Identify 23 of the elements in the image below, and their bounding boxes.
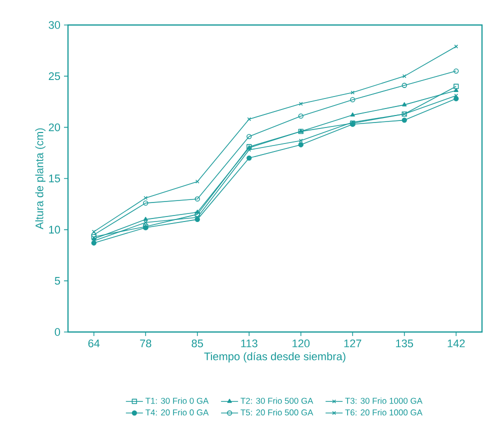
x-tick-label: 142 [448, 340, 465, 348]
y-tick-label: 10 [49, 226, 60, 234]
legend-label: T5: 20 Frio 500 GA [240, 409, 314, 416]
x-tick-label: 135 [396, 340, 414, 348]
x-tick-label: 85 [192, 340, 203, 348]
legend-label: T1: 30 Frio 0 GA [145, 398, 209, 404]
y-axis-title: Altura de planta (cm) [35, 128, 46, 230]
legend-label: T6: 20 Frio 1000 GA [345, 409, 422, 416]
legend-label: T4: 20 Frio 0 GA [145, 409, 209, 416]
x-tick-label: 120 [292, 340, 310, 348]
x-tick-label: 78 [140, 340, 152, 348]
y-tick-label: 30 [48, 21, 60, 29]
x-tick-label: 64 [88, 340, 100, 348]
legend-label: T3: 30 Frio 1000 GA [345, 398, 422, 404]
x-axis-title: Tiempo (días desde siembra) [204, 352, 346, 362]
y-tick-label: 20 [48, 123, 60, 132]
y-tick-label: 0 [54, 328, 60, 336]
y-tick-label: 15 [49, 174, 60, 182]
y-tick-label: 5 [54, 277, 60, 285]
y-tick-label: 25 [48, 72, 60, 80]
x-tick-label: 113 [241, 340, 258, 348]
x-tick-label: 127 [344, 340, 362, 348]
legend-label: T2: 30 Frio 500 GA [240, 398, 314, 404]
